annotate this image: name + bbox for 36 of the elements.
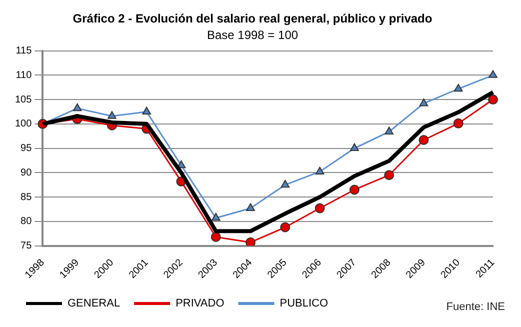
- chart-title: Gráfico 2 - Evolución del salario real general, público y privado: [72, 12, 432, 26]
- legend-label: GENERAL: [68, 298, 120, 310]
- y-tick-label: 90: [20, 167, 32, 178]
- source-note: Fuente: INE: [446, 301, 505, 314]
- point: [280, 222, 290, 232]
- point: [280, 180, 290, 188]
- point: [246, 203, 255, 211]
- y-tick-label: 75: [20, 240, 32, 252]
- y-tick-label: 105: [14, 94, 32, 106]
- point: [108, 111, 116, 119]
- legend-label: PRIVADO: [176, 298, 225, 310]
- point: [210, 232, 221, 242]
- point: [142, 106, 151, 114]
- point: [454, 84, 463, 92]
- point: [418, 135, 429, 146]
- point: [488, 70, 498, 78]
- point: [246, 237, 256, 246]
- y-tick-label: 95: [20, 143, 32, 154]
- point: [350, 143, 359, 152]
- point: [384, 126, 394, 134]
- point: [211, 213, 220, 221]
- point: [315, 166, 324, 174]
- legend-label: PUBLICO: [280, 298, 328, 310]
- point: [314, 203, 325, 214]
- point: [384, 170, 394, 180]
- y-tick-label: 80: [20, 216, 32, 228]
- point: [453, 118, 464, 128]
- point: [349, 184, 360, 195]
- y-tick-label: 85: [20, 192, 32, 203]
- y-tick-label: 100: [14, 118, 32, 130]
- point: [419, 98, 428, 106]
- point: [72, 103, 82, 112]
- chart-subtitle: Base 1998 = 100: [206, 28, 298, 42]
- point: [488, 94, 498, 105]
- y-tick-label: 115: [16, 46, 32, 57]
- y-tick-label: 110: [16, 70, 32, 81]
